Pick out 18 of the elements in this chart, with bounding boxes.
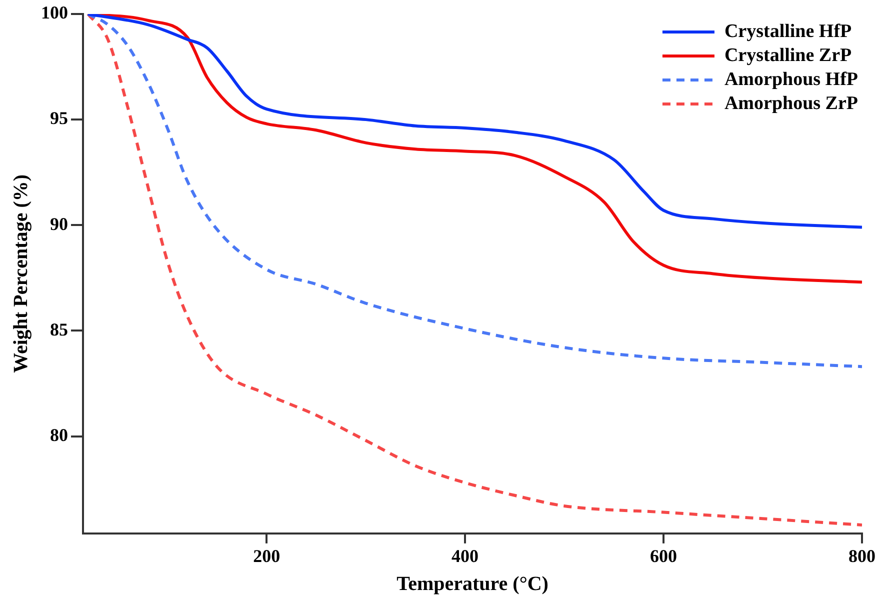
y-tick-label: 95	[50, 108, 68, 128]
x-axis-title: Temperature (°C)	[396, 573, 548, 596]
x-tick-label: 600	[650, 546, 678, 566]
x-tick-label: 200	[253, 546, 280, 566]
legend-label: Crystalline HfP	[724, 20, 852, 42]
legend-label: Amorphous ZrP	[724, 92, 858, 114]
line-series	[86, 14, 862, 368]
line-series	[86, 14, 862, 526]
legend-label: Amorphous HfP	[724, 68, 858, 90]
y-tick-label: 100	[41, 2, 68, 23]
y-tick-label: 85	[50, 319, 68, 340]
y-tick-label: 90	[50, 214, 68, 234]
line-series	[86, 14, 862, 229]
x-tick-label: 800	[848, 546, 876, 566]
y-tick-label: 80	[50, 424, 68, 445]
y-axis-title: Weight Percentage (%)	[10, 174, 32, 373]
legend-label: Crystalline ZrP	[724, 44, 852, 66]
x-tick-label: 400	[452, 546, 479, 566]
